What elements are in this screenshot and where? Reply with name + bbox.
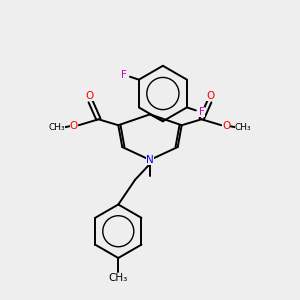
Text: F: F (121, 70, 127, 80)
Text: O: O (222, 121, 230, 131)
Text: O: O (70, 121, 78, 131)
Text: O: O (206, 91, 214, 100)
Text: CH₃: CH₃ (235, 123, 251, 132)
Text: CH₃: CH₃ (109, 273, 128, 283)
Text: F: F (199, 107, 205, 117)
Text: O: O (85, 91, 94, 100)
Text: CH₃: CH₃ (49, 123, 65, 132)
Text: N: N (146, 155, 154, 165)
